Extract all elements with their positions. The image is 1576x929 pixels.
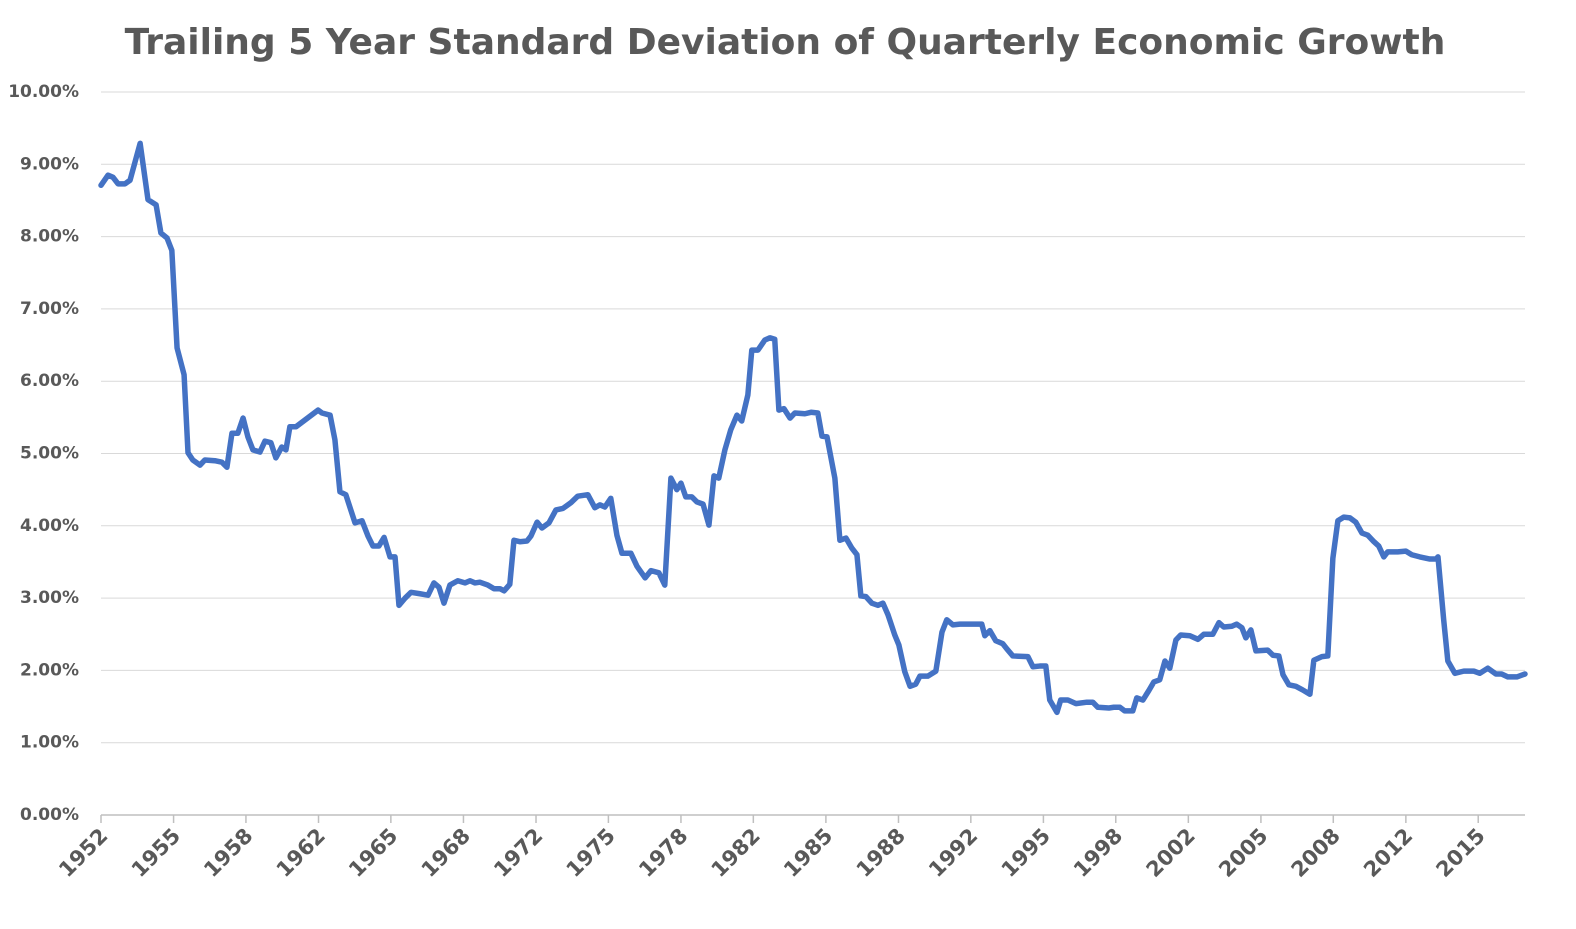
chart-title: Trailing 5 Year Standard Deviation of Qu… xyxy=(125,22,1446,63)
y-tick-label: 4.00% xyxy=(20,516,79,536)
y-tick-label: 5.00% xyxy=(20,444,79,464)
y-tick-label: 6.00% xyxy=(20,371,79,391)
y-tick-label: 9.00% xyxy=(20,154,79,174)
y-tick-label: 3.00% xyxy=(20,588,79,608)
y-tick-label: 2.00% xyxy=(20,660,79,680)
y-tick-label: 1.00% xyxy=(20,733,79,753)
y-tick-label: 10.00% xyxy=(8,82,79,102)
y-tick-label: 0.00% xyxy=(20,805,79,825)
y-tick-label: 8.00% xyxy=(20,227,79,247)
y-tick-label: 7.00% xyxy=(20,299,79,319)
data-line xyxy=(98,140,1528,716)
